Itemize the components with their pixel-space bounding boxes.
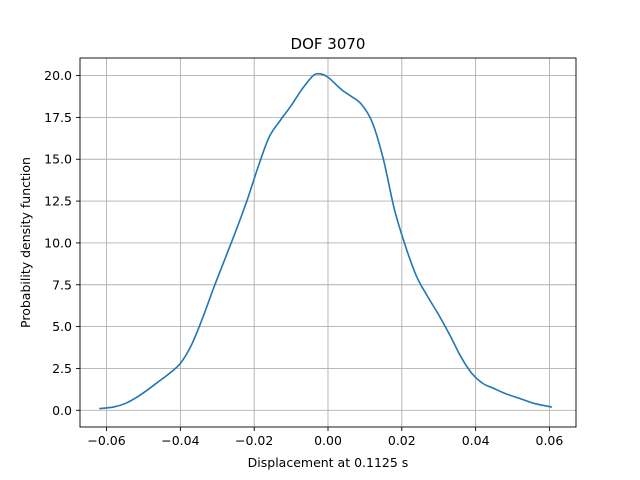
- x-tick-label: 0.06: [536, 433, 564, 448]
- y-tick-label: 5.0: [52, 319, 72, 334]
- pdf-series-line: [99, 72, 553, 410]
- x-tick-label: −0.04: [161, 433, 199, 448]
- y-axis: 0.0 2.5 5.0 7.5 10.0 12.5 15.0 17.5 20.0: [44, 68, 80, 418]
- y-tick-label: 20.0: [44, 68, 72, 83]
- y-tick-label: 12.5: [44, 194, 72, 209]
- y-axis-label: Probability density function: [18, 157, 33, 328]
- y-tick-label: 2.5: [52, 361, 72, 376]
- grid: [80, 58, 576, 427]
- chart-title: DOF 3070: [291, 35, 366, 53]
- x-tick-label: −0.06: [87, 433, 125, 448]
- y-tick-label: 17.5: [44, 110, 72, 125]
- y-tick-label: 7.5: [52, 277, 72, 292]
- series-layer: [99, 72, 553, 410]
- y-tick-label: 15.0: [44, 152, 72, 167]
- x-axis-label: Displacement at 0.1125 s: [248, 455, 409, 470]
- x-tick-label: 0.00: [314, 433, 342, 448]
- y-tick-label: 0.0: [52, 403, 72, 418]
- y-tick-label: 10.0: [44, 235, 72, 250]
- x-tick-label: 0.02: [388, 433, 416, 448]
- x-axis: −0.06 −0.04 −0.02 0.00 0.02 0.04 0.06: [87, 427, 563, 448]
- x-tick-label: −0.02: [235, 433, 273, 448]
- x-tick-label: 0.04: [462, 433, 490, 448]
